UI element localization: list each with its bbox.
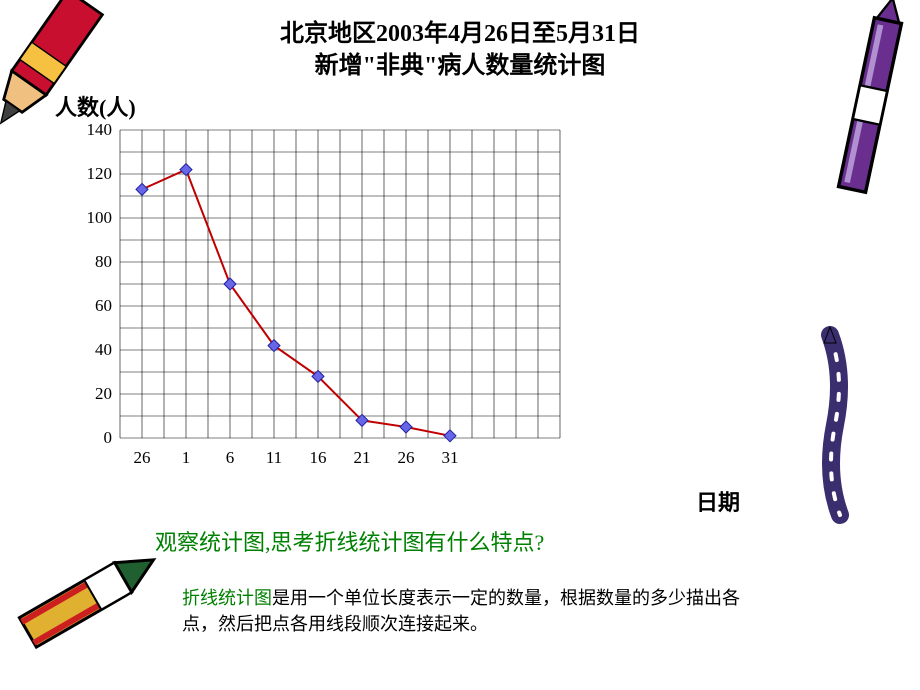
x-tick-label: 11 <box>259 448 289 468</box>
y-tick-label: 0 <box>72 428 112 448</box>
y-tick-label: 140 <box>72 120 112 140</box>
x-tick-label: 26 <box>391 448 421 468</box>
y-tick-label: 100 <box>72 208 112 228</box>
y-tick-label: 80 <box>72 252 112 272</box>
chart-area <box>120 130 562 445</box>
crayon-bottom-left-icon <box>0 520 180 680</box>
title-line-2: 新增"非典"病人数量统计图 <box>315 53 606 79</box>
x-axis-label: 日期 <box>696 485 740 517</box>
y-tick-label: 120 <box>72 164 112 184</box>
title-line-1: 北京地区2003年4月26日至5月31日 <box>280 21 640 47</box>
x-tick-label: 16 <box>303 448 333 468</box>
x-tick-label: 21 <box>347 448 377 468</box>
x-tick-label: 26 <box>127 448 157 468</box>
y-tick-label: 20 <box>72 384 112 404</box>
crayon-top-right-icon <box>810 0 920 220</box>
x-tick-label: 6 <box>215 448 245 468</box>
x-tick-label: 31 <box>435 448 465 468</box>
y-axis-label: 人数(人) <box>55 90 136 122</box>
crayon-right-icon <box>790 310 890 540</box>
chart-marker <box>136 183 148 195</box>
chart-marker <box>400 421 412 433</box>
y-tick-label: 40 <box>72 340 112 360</box>
x-tick-label: 1 <box>171 448 201 468</box>
chart-svg <box>120 130 562 440</box>
chart-title: 北京地区2003年4月26日至5月31日 新增"非典"病人数量统计图 <box>200 18 720 83</box>
question-text: 观察统计图,思考折线统计图有什么特点? <box>155 525 544 557</box>
explanation-text: 折线统计图是用一个单位长度表示一定的数量，根据数量的多少描出各点，然后把点各用线… <box>182 585 742 637</box>
y-tick-label: 60 <box>72 296 112 316</box>
chart-marker <box>444 430 456 442</box>
explain-term: 折线统计图 <box>182 588 272 608</box>
